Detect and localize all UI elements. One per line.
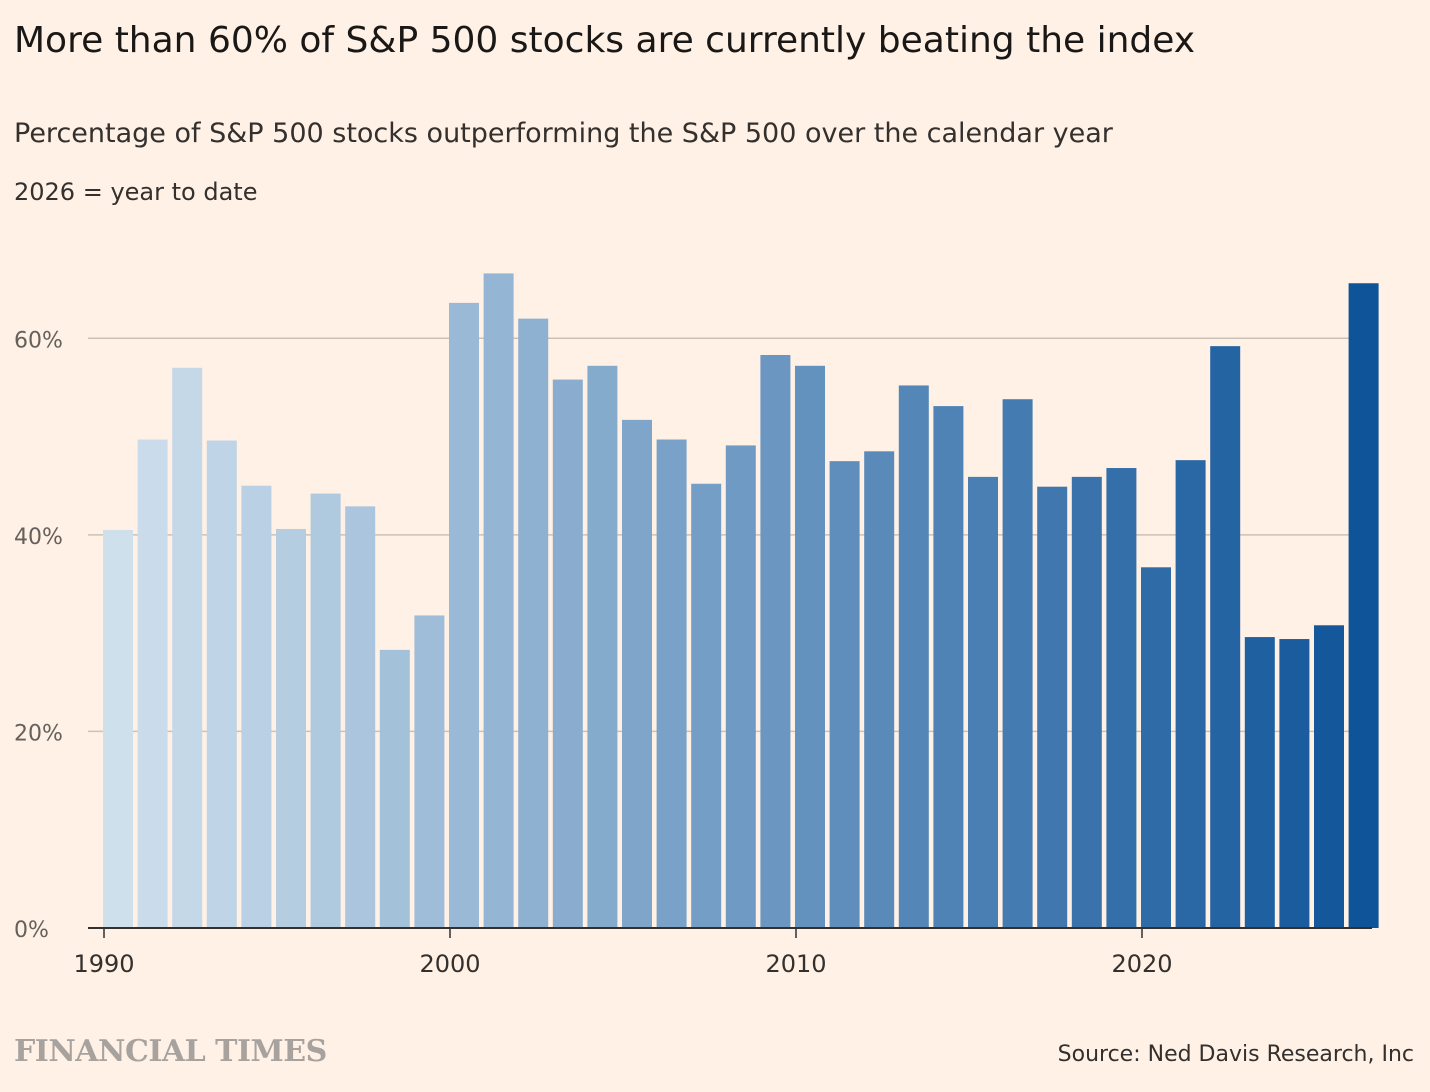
bar-2026: [1348, 283, 1379, 928]
bar-1994: [241, 485, 272, 928]
bar-2019: [1106, 468, 1137, 928]
bar-2007: [691, 483, 722, 928]
bar-1998: [379, 649, 410, 928]
ft-logo: FINANCIAL TIMES: [14, 1034, 327, 1069]
bar-2016: [1002, 399, 1033, 928]
y-tick-label-60: 60%: [14, 328, 63, 353]
bar-2008: [725, 445, 756, 928]
chart-subtitle: Percentage of S&P 500 stocks outperformi…: [14, 118, 1113, 149]
bar-2009: [760, 354, 791, 929]
bar-1990: [103, 529, 133, 928]
bar-2017: [1037, 486, 1068, 928]
bar-2021: [1175, 460, 1206, 928]
bar-2024: [1279, 639, 1310, 928]
bar-1997: [345, 506, 376, 928]
source-note: Source: Ned Davis Research, Inc: [1057, 1042, 1414, 1067]
x-axis: 1990 2000 2010 2020: [73, 927, 1372, 978]
chart-note: 2026 = year to date: [14, 178, 258, 206]
bar-2010: [795, 365, 825, 928]
y-tick-label-0: 0%: [14, 918, 49, 943]
x-tick-label-1990: 1990: [73, 950, 134, 978]
bar-2020: [1141, 567, 1171, 928]
bar-1993: [206, 440, 237, 928]
bar-1996: [310, 493, 341, 928]
bars: [103, 273, 1379, 929]
bar-2002: [518, 318, 549, 929]
chart-title: More than 60% of S&P 500 stocks are curr…: [14, 20, 1196, 61]
bar-2018: [1071, 476, 1102, 928]
y-tick-label-40: 40%: [14, 525, 63, 550]
bar-2014: [933, 406, 964, 928]
bar-2025: [1314, 625, 1344, 928]
bar-2011: [829, 461, 860, 928]
bar-2022: [1210, 346, 1241, 928]
x-tick-label-2010: 2010: [765, 950, 826, 978]
x-tick-label-2000: 2000: [419, 950, 480, 978]
bar-2000: [449, 302, 479, 929]
bar-2013: [898, 385, 929, 928]
bar-1995: [276, 528, 306, 928]
bar-2012: [864, 451, 895, 928]
bar-2023: [1244, 637, 1275, 928]
bar-1999: [414, 615, 445, 928]
bar-2006: [656, 439, 687, 928]
x-tick-label-2020: 2020: [1111, 950, 1172, 978]
bar-1992: [172, 367, 203, 928]
y-tick-label-20: 20%: [14, 721, 63, 746]
bar-1991: [137, 439, 168, 928]
bar-2003: [552, 379, 583, 929]
bar-2005: [622, 419, 652, 928]
bar-2001: [483, 273, 514, 929]
bar-2015: [968, 476, 998, 928]
bar-2004: [587, 365, 618, 928]
